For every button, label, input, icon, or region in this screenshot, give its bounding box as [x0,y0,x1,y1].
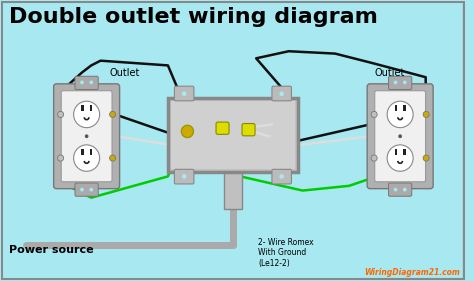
Text: Power source: Power source [9,245,94,255]
FancyBboxPatch shape [375,91,426,182]
FancyBboxPatch shape [389,76,412,89]
Circle shape [90,188,93,192]
Circle shape [387,101,413,128]
Circle shape [423,111,429,117]
Circle shape [387,145,413,171]
Circle shape [109,155,116,161]
Circle shape [90,81,93,84]
Circle shape [403,188,407,192]
Bar [403,105,406,111]
FancyBboxPatch shape [216,122,229,134]
Circle shape [80,81,84,84]
Circle shape [58,155,64,161]
FancyBboxPatch shape [242,124,255,136]
Circle shape [80,188,84,192]
Circle shape [393,188,397,192]
Text: WiringDiagram21.com: WiringDiagram21.com [364,268,460,277]
FancyBboxPatch shape [54,84,119,189]
Bar [81,149,84,155]
Circle shape [182,125,193,137]
Circle shape [279,91,284,96]
Circle shape [423,155,429,161]
Bar [90,105,92,111]
Circle shape [73,101,100,128]
Circle shape [398,134,402,138]
Text: 2- Wire Romex
With Ground
(Le12-2): 2- Wire Romex With Ground (Le12-2) [258,238,314,268]
FancyBboxPatch shape [272,86,292,101]
Circle shape [182,174,186,179]
Circle shape [182,91,186,96]
FancyBboxPatch shape [174,169,194,184]
Circle shape [58,111,64,117]
Circle shape [73,145,100,171]
Bar [168,98,298,172]
Bar [403,149,406,155]
Text: Double outlet wiring diagram: Double outlet wiring diagram [9,7,378,27]
FancyBboxPatch shape [174,86,194,101]
Circle shape [393,81,397,84]
Circle shape [371,111,377,117]
FancyBboxPatch shape [272,169,292,184]
Bar [395,105,397,111]
Bar [81,105,84,111]
Circle shape [371,155,377,161]
FancyBboxPatch shape [75,183,98,196]
Circle shape [85,134,89,138]
FancyBboxPatch shape [75,76,98,89]
Bar [90,149,92,155]
Bar [171,101,295,169]
Bar [395,149,397,155]
FancyBboxPatch shape [61,91,112,182]
Circle shape [403,81,407,84]
FancyBboxPatch shape [367,84,433,189]
Circle shape [279,174,284,179]
Circle shape [109,111,116,117]
FancyBboxPatch shape [389,183,412,196]
Text: Outlet: Outlet [374,68,405,78]
Text: Outlet: Outlet [110,68,140,78]
Bar [224,171,242,209]
